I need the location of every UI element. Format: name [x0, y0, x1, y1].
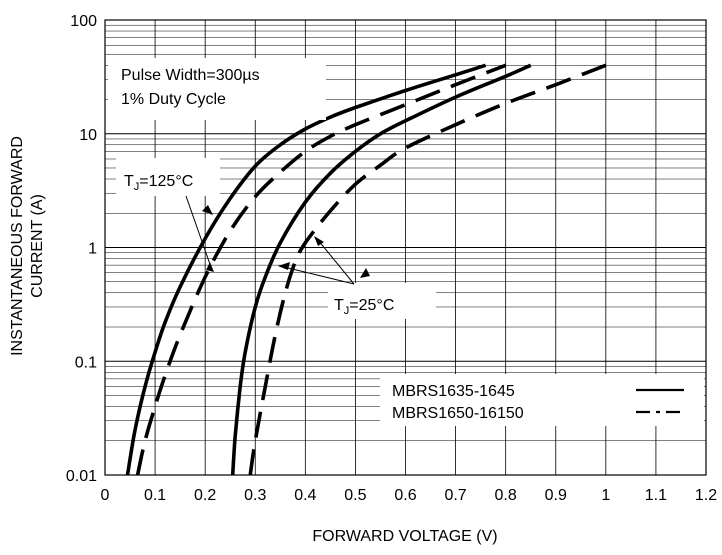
tj-25-arrowhead-a [278, 262, 290, 270]
tj-125-annotation: TJ=125°C [116, 158, 220, 272]
duty-cycle-label: 1% Duty Cycle [121, 91, 226, 108]
x-tick-label: 0.2 [194, 487, 216, 504]
series-line-dashed-125c [135, 63, 507, 476]
tj-125-arrow-line [185, 195, 213, 271]
tj-25-annotation: TJ=25°C [278, 236, 436, 319]
x-tick-label: 1.2 [695, 487, 717, 504]
y-tick-label: 0.1 [75, 354, 97, 371]
y-tick-label: 0.01 [66, 468, 97, 485]
x-axis-label: FORWARD VOLTAGE (V) [312, 528, 497, 545]
y-axis-label: INSTANTANEOUS FORWARD CURRENT (A) [9, 136, 46, 356]
x-tick-label: 0.8 [495, 487, 517, 504]
tj-125-arrowhead-a [202, 205, 213, 215]
series-line-solid-25c [230, 63, 532, 476]
axis-tick-labels: 0 0.1 0.2 0.3 0.4 0.5 0.6 0.7 0.8 0.9 1 1.1 1.2 0.01 0… [66, 13, 717, 504]
legend-label-dashed: MBRS1650-16150 [392, 405, 524, 422]
x-tick-label: 1 [601, 487, 610, 504]
x-tick-label: 0.6 [394, 487, 416, 504]
x-tick-label: 0.7 [444, 487, 466, 504]
y-tick-label: 100 [70, 13, 97, 30]
y-tick-label: 1 [88, 241, 97, 258]
series-line-solid-125c [125, 63, 487, 476]
x-tick-label: 0.1 [144, 487, 166, 504]
x-tick-label: 0.3 [244, 487, 266, 504]
y-axis-label-line1: INSTANTANEOUS FORWARD [9, 136, 26, 356]
pulse-width-label: Pulse Width=300µs [121, 67, 260, 84]
tj-25-arrowhead-b [314, 236, 324, 246]
x-tick-label: 0 [101, 487, 110, 504]
y-axis-label-line2: CURRENT (A) [29, 194, 46, 298]
x-tick-label: 1.1 [645, 487, 667, 504]
tj-125-arrowhead-b [206, 262, 214, 272]
plot-frame [104, 19, 707, 476]
series-line-dashed-25c [248, 63, 607, 476]
chart-curves [125, 63, 607, 476]
tj-25-arrowhead-mid [360, 268, 370, 278]
tj-25-label: TJ=25°C [334, 297, 394, 317]
tj-125-label: TJ=125°C [124, 173, 193, 193]
x-tick-label: 0.9 [545, 487, 567, 504]
tj-25-arrow-line-b [317, 239, 355, 285]
x-tick-label: 0.5 [344, 487, 366, 504]
tj-25-arrow-line-a [279, 265, 355, 285]
x-tick-label: 0.4 [294, 487, 316, 504]
legend-label-solid: MBRS1635-1645 [392, 383, 515, 400]
pulse-annotation: Pulse Width=300µs 1% Duty Cycle [108, 58, 326, 120]
y-tick-label: 10 [79, 127, 97, 144]
legend: MBRS1635-1645 MBRS1650-16150 [380, 374, 704, 426]
